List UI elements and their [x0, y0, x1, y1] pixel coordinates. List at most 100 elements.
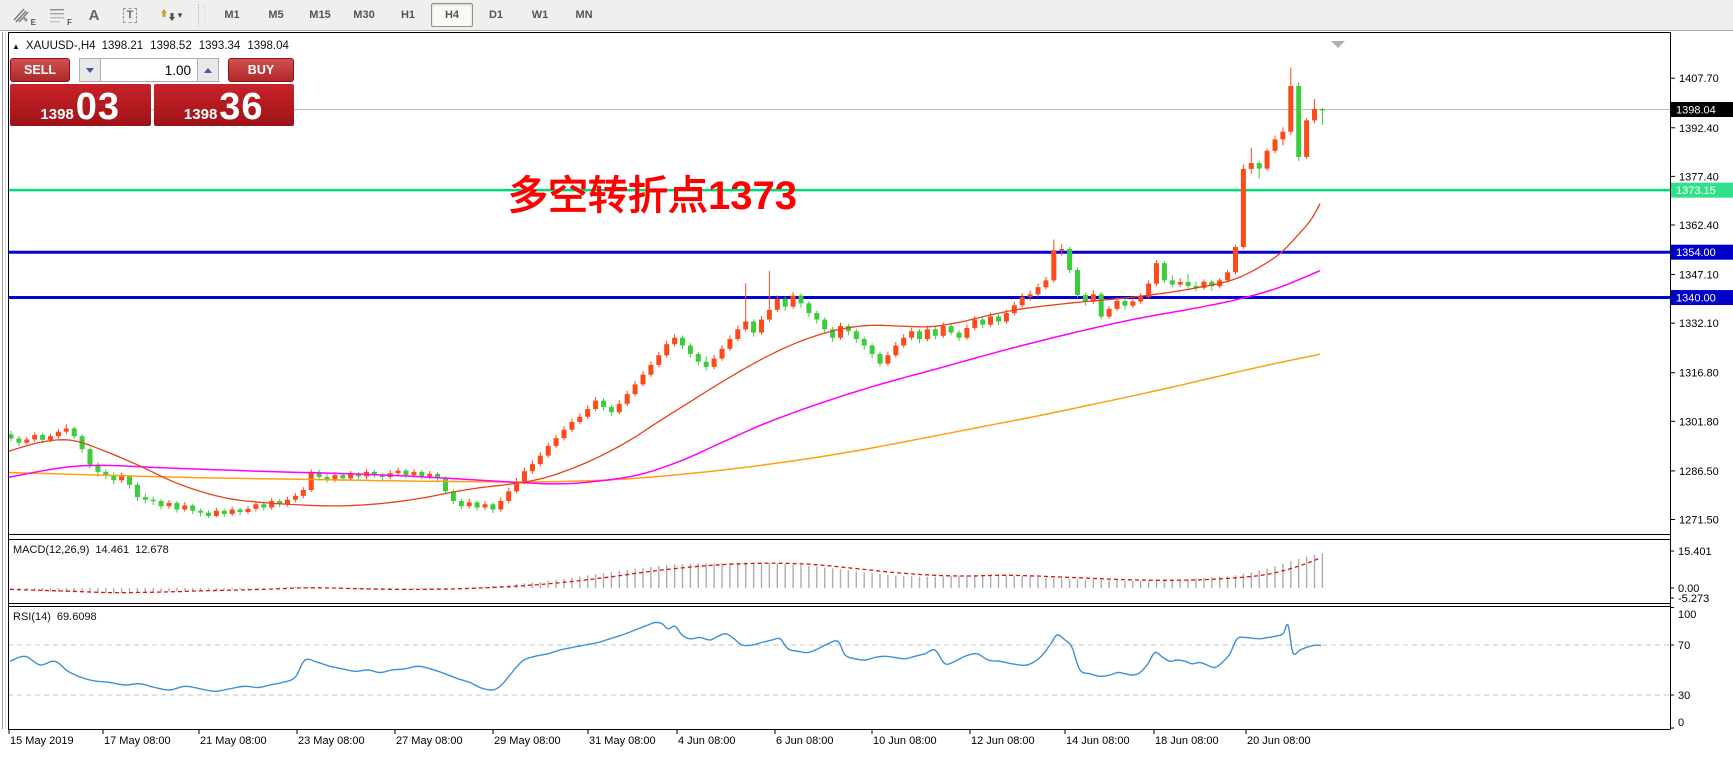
price-tick: 1286.50 — [1679, 466, 1719, 478]
price-tick: 1377.40 — [1679, 171, 1719, 183]
symbol-marker-icon: ▲ — [12, 41, 20, 51]
time-tick: 17 May 08:00 — [104, 735, 171, 747]
price-tag: 1340.00 — [1676, 293, 1716, 305]
price-tick: 1392.40 — [1679, 123, 1719, 135]
macd-name: MACD(12,26,9) — [13, 544, 90, 556]
text-tool-button[interactable]: A — [78, 2, 110, 28]
macd-tick: -5.273 — [1678, 593, 1709, 605]
toolbar: E F A T ▾ M1 M5 M15 — [0, 0, 1733, 31]
arrange-tool-button[interactable]: ▾ — [150, 2, 192, 28]
ma-slow-line — [7, 353, 1321, 483]
time-tick: 31 May 08:00 — [589, 735, 656, 747]
time-tick: 12 Jun 08:00 — [971, 735, 1035, 747]
tab-m30[interactable]: M30 — [353, 9, 375, 21]
shift-marker-icon — [1331, 41, 1345, 48]
rsi-panel-label: RSI(14) 69.6098 — [13, 611, 97, 623]
price-tag: 1354.00 — [1676, 247, 1716, 259]
arrow-up-icon — [204, 67, 212, 73]
open-value: 1398.21 — [101, 40, 144, 52]
macd-tick: 0.00 — [1678, 583, 1699, 595]
bid-price-small: 1398 — [40, 106, 74, 123]
text-label-tool-button[interactable]: T — [114, 2, 146, 28]
draw-lines-button[interactable]: E — [6, 2, 38, 28]
tool-badge: F — [67, 18, 72, 27]
chevron-down-icon: ▾ — [177, 9, 183, 20]
time-tick: 10 Jun 08:00 — [873, 735, 937, 747]
high-value: 1398.52 — [150, 40, 192, 52]
volume-increase-button[interactable] — [197, 58, 219, 82]
time-tick: 4 Jun 08:00 — [678, 735, 736, 747]
ask-price-big: 36 — [219, 86, 264, 128]
tab-m15[interactable]: M15 — [309, 9, 331, 21]
macd-value2: 12.678 — [135, 544, 169, 556]
rsi-tick: 100 — [1678, 609, 1696, 621]
rsi-value: 69.6098 — [56, 611, 97, 623]
rsi-tick: 0 — [1678, 717, 1684, 729]
chart-title: ▲ XAUUSD-,H4 1398.21 1398.52 1393.34 139… — [12, 40, 289, 52]
text-icon: A — [88, 6, 100, 24]
bid-price-box[interactable]: 1398 03 — [10, 84, 151, 126]
chart-canvas[interactable]: 1407.70 1392.40 1377.40 1362.40 1347.10 1332.… — [0, 31, 1733, 758]
time-tick: 18 Jun 08:00 — [1155, 735, 1219, 747]
price-tick: 1407.70 — [1679, 73, 1719, 85]
ask-price-box[interactable]: 1398 36 — [153, 84, 294, 128]
arrows-icon — [160, 9, 175, 21]
candles-layer — [8, 67, 1325, 518]
time-axis[interactable] — [8, 730, 1670, 756]
price-tick: 1271.50 — [1679, 514, 1719, 526]
price-tick: 1362.40 — [1679, 220, 1719, 232]
text-label-icon: T — [122, 7, 138, 23]
draw-lines-icon — [13, 8, 29, 23]
time-tick: 27 May 08:00 — [396, 735, 463, 747]
close-value: 1398.04 — [247, 40, 289, 52]
price-tick: 1301.80 — [1679, 416, 1719, 428]
volume-input[interactable] — [101, 58, 197, 82]
chart-text-annotation[interactable]: 多空转折点1373 — [508, 174, 797, 218]
price-tick: 1347.10 — [1679, 270, 1719, 282]
rsi-line — [9, 621, 1322, 693]
one-click-trading-panel: SELL BUY 1398 03 1398 36 — [10, 58, 294, 126]
price-axis[interactable] — [1671, 32, 1733, 729]
tab-h4[interactable]: H4 — [431, 3, 473, 27]
tab-w1[interactable]: W1 — [531, 9, 549, 21]
arrow-down-icon — [86, 67, 94, 73]
tab-d1[interactable]: D1 — [488, 9, 504, 21]
macd-tick: 15.401 — [1678, 546, 1712, 558]
symbol-name: XAUUSD-,H4 — [25, 40, 96, 52]
chart-window[interactable]: 1407.70 1392.40 1377.40 1362.40 1347.10 1332.… — [0, 31, 1733, 758]
macd-value1: 14.461 — [95, 544, 130, 556]
price-tick: 1316.80 — [1679, 368, 1719, 380]
price-tag: 1398.04 — [1676, 105, 1716, 117]
time-tick: 15 May 2019 — [10, 735, 74, 747]
grid-icon — [50, 9, 64, 23]
time-tick: 20 Jun 08:00 — [1247, 735, 1311, 747]
grid-tool-button[interactable]: F — [42, 2, 74, 28]
toolbar-separator — [198, 4, 205, 26]
rsi-tick: 70 — [1678, 640, 1690, 652]
price-tick: 1332.10 — [1679, 318, 1719, 330]
time-tick: 6 Jun 08:00 — [776, 735, 834, 747]
volume-decrease-button[interactable] — [79, 58, 101, 82]
price-tag: 1373.15 — [1676, 185, 1716, 197]
rsi-tick: 30 — [1678, 690, 1690, 702]
ma-fast-line — [7, 203, 1321, 507]
drawing-tools-group: E F A T ▾ — [0, 2, 192, 28]
ohlc-values: 1398.21 1398.52 1393.34 1398.04 — [102, 40, 289, 52]
tab-h1[interactable]: H1 — [400, 9, 416, 21]
low-value: 1393.34 — [198, 40, 241, 52]
tab-m1[interactable]: M1 — [224, 9, 240, 21]
tool-badge: E — [30, 18, 36, 27]
time-tick: 23 May 08:00 — [298, 735, 365, 747]
ma-mid-line — [7, 270, 1321, 485]
macd-layer — [9, 553, 1324, 594]
time-tick: 14 Jun 08:00 — [1066, 735, 1130, 747]
macd-signal-line — [9, 557, 1322, 594]
tab-mn[interactable]: MN — [575, 9, 593, 21]
bid-price-big: 03 — [75, 86, 121, 128]
sell-button[interactable]: SELL — [10, 58, 70, 82]
buy-button[interactable]: BUY — [228, 58, 294, 82]
tab-m5[interactable]: M5 — [268, 9, 284, 21]
time-tick: 29 May 08:00 — [494, 735, 561, 747]
ask-price-small: 1398 — [183, 106, 218, 123]
timeframe-group: M1 M5 M15 M30 H1 H4 D1 W1 MN — [211, 3, 605, 27]
